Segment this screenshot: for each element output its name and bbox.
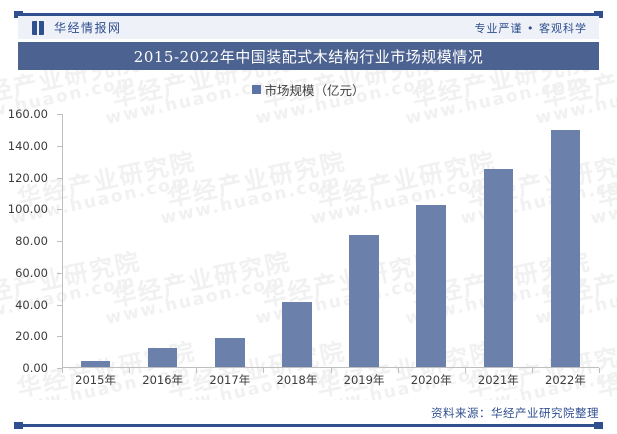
chart-footer: 资料来源：华经产业研究院整理 [18,404,599,422]
y-axis-tick-label: 40.00 [15,297,48,312]
chart-container: 华经产业研究院 www.huaon.com 华经产业研究院 www.huaon.com… [0,70,617,400]
chart-title-band: 2015-2022年中国装配式木结构行业市场规模情况 [18,42,599,70]
y-axis-tick-label: 20.00 [15,329,48,344]
brand-name: 华经情报网 [54,21,122,35]
bar-cell [532,114,599,367]
x-axis-line [62,367,599,368]
legend-swatch-icon [252,85,262,94]
y-axis-tick: 100.00 [8,202,62,216]
y-axis-tick: 60.00 [15,266,62,280]
y-axis-tick: 140.00 [8,139,62,153]
bar-2016年[interactable] [147,347,178,367]
x-axis-tick [330,368,332,373]
bar-cell [398,114,465,367]
x-axis-label: 2015年 [75,373,116,387]
x-axis-tick [263,368,265,373]
brand-tagline: 专业严谨 • 客观科学 [474,21,587,35]
book-logo-icon [32,20,47,35]
bar-cell [196,114,263,367]
x-axis-tick [397,368,399,373]
x-axis-tick [62,368,63,373]
y-axis-line [62,114,63,368]
bar-2019年[interactable] [349,235,379,367]
x-axis-tick [129,368,131,373]
x-axis-tick [599,368,600,373]
x-axis-tick [531,368,533,373]
x-axis-label: 2020年 [410,373,452,387]
y-axis-tick-label: 140.00 [7,138,48,153]
x-axis-tick [464,368,466,373]
source-note: 资料来源：华经产业研究院整理 [431,406,599,420]
bar-cell [263,114,330,367]
site-header: 华经情报网 专业严谨 • 客观科学 [18,16,599,39]
y-axis-tick-label: 0.00 [22,361,48,375]
y-axis-tick-label: 100.00 [7,202,48,217]
y-axis-tick-label: 80.00 [15,234,48,248]
y-axis-tick-label: 160.00 [7,107,48,121]
top-divider-rule [14,11,603,18]
bar-2021年[interactable] [483,168,514,367]
y-axis-tick: 80.00 [15,234,62,248]
bar-2017年[interactable] [215,338,245,367]
x-axis-label: 2021年 [477,373,519,387]
x-axis-label: 2018年 [276,373,318,387]
bottom-divider-rule [14,422,603,429]
x-axis-label: 2017年 [209,373,251,387]
bar-2018年[interactable] [282,301,312,367]
bar-cell [62,114,129,367]
x-axis-label: 2022年 [545,373,586,387]
bar-2022年[interactable] [550,130,581,367]
plot-area: 0.00 20.00 40.00 60.00 80.00 100.00 120.00 140.… [8,107,600,375]
bar-series [62,114,599,367]
brand-block: 华经情报网 [32,19,122,36]
y-axis-tick-label: 120.00 [7,170,48,185]
bar-cell [129,114,196,367]
y-axis-tick: 40.00 [15,298,62,312]
x-axis-label: 2019年 [343,373,385,387]
x-axis-labels: 2015年 2016年 2017年 2018年 2019年 2020年 2021年 2022年 [62,372,599,388]
y-axis-tick-label: 60.00 [15,265,48,280]
y-axis-tick: 20.00 [15,329,62,343]
x-axis-tick [196,368,198,373]
page-title: 2015-2022年中国装配式木结构行业市场规模情况 [133,47,484,66]
bar-2020年[interactable] [416,205,446,367]
chart-legend: 市场规模（亿元） [0,80,617,99]
bar-cell [331,114,398,367]
bar-cell [465,114,532,367]
x-axis-label: 2016年 [142,373,184,387]
y-axis-tick: 0.00 [22,361,62,375]
bar-2015年[interactable] [80,361,111,367]
y-axis-tick: 160.00 [8,107,62,121]
y-axis-tick: 120.00 [8,171,62,185]
legend-label: 市场规模（亿元） [264,83,365,98]
